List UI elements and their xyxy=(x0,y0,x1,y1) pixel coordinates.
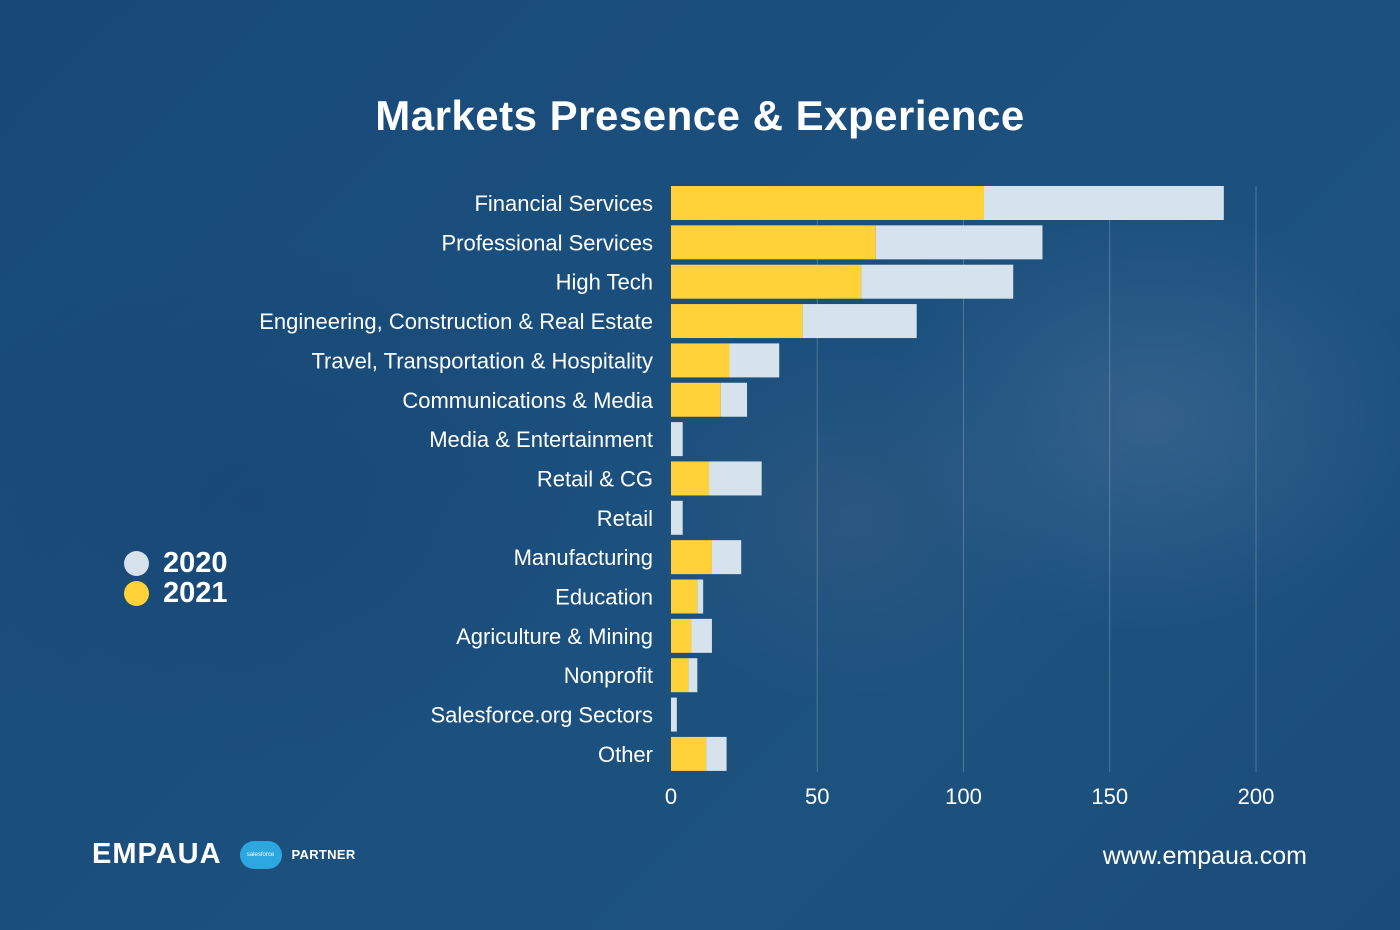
bar-manufacturing-2021 xyxy=(671,540,712,575)
category-label-media-entertainment: Media & Entertainment xyxy=(429,427,653,452)
bar-travel-transportation-hospitality-2021 xyxy=(671,343,730,378)
footer-logo: EMPAUA salesforce PARTNER xyxy=(92,838,356,871)
bar-financial-services-2021 xyxy=(671,186,984,220)
bar-other-2020 xyxy=(706,736,727,771)
bar-nonprofit-2021 xyxy=(671,658,689,693)
category-label-communications-media: Communications & Media xyxy=(402,388,653,413)
salesforce-cloud-icon: salesforce xyxy=(239,840,282,869)
category-label-high-tech: High Tech xyxy=(556,270,653,295)
category-label-education: Education xyxy=(555,585,653,610)
legend-dot-2021 xyxy=(124,580,149,606)
website-link[interactable]: www.empaua.com xyxy=(1102,842,1307,870)
legend-label-2021: 2021 xyxy=(163,576,228,609)
category-label-nonprofit: Nonprofit xyxy=(564,663,653,688)
legend-dot-2020 xyxy=(124,550,149,576)
x-tick-label-50: 50 xyxy=(805,784,829,809)
bar-education-2021 xyxy=(671,579,698,614)
legend: 2020 2021 xyxy=(124,546,228,609)
category-label-salesforce-org-sectors: Salesforce.org Sectors xyxy=(430,703,653,728)
category-label-retail-cg: Retail & CG xyxy=(537,466,653,491)
bar-retail-cg-2020 xyxy=(709,461,762,496)
category-label-retail: Retail xyxy=(597,506,653,531)
bar-education-2020 xyxy=(697,579,704,614)
category-label-agriculture-mining: Agriculture & Mining xyxy=(456,624,653,649)
category-label-travel-transportation-hospitality: Travel, Transportation & Hospitality xyxy=(311,348,653,373)
bar-agriculture-mining-2020 xyxy=(691,618,712,653)
x-tick-label-100: 100 xyxy=(945,784,982,809)
bar-agriculture-mining-2021 xyxy=(671,618,692,653)
x-tick-label-200: 200 xyxy=(1238,784,1275,809)
bar-salesforce-org-sectors-2020 xyxy=(671,697,677,732)
category-label-other: Other xyxy=(598,742,653,767)
category-label-professional-services: Professional Services xyxy=(441,230,653,255)
legend-label-2020: 2020 xyxy=(163,546,228,579)
category-label-manufacturing: Manufacturing xyxy=(514,545,653,570)
bar-media-entertainment-2020 xyxy=(671,422,683,457)
partner-label: PARTNER xyxy=(291,847,356,862)
category-label-engineering-construction-real-estate: Engineering, Construction & Real Estate xyxy=(259,309,653,334)
x-tick-label-0: 0 xyxy=(665,784,677,809)
bar-nonprofit-2020 xyxy=(688,658,698,693)
bar-other-2021 xyxy=(671,736,707,771)
bar-engineering-construction-real-estate-2020 xyxy=(802,304,917,339)
bar-high-tech-2021 xyxy=(671,264,862,299)
brand-logo: EMPAUA xyxy=(92,838,222,870)
bar-travel-transportation-hospitality-2020 xyxy=(729,343,780,378)
legend-item-2021: 2021 xyxy=(124,576,228,609)
chart-title: Markets Presence & Experience xyxy=(375,92,1025,139)
bar-engineering-construction-real-estate-2021 xyxy=(671,304,803,339)
bar-professional-services-2021 xyxy=(671,225,876,260)
bar-manufacturing-2020 xyxy=(711,540,742,575)
bar-professional-services-2020 xyxy=(875,225,1043,260)
bar-retail-cg-2021 xyxy=(671,461,710,496)
x-tick-label-150: 150 xyxy=(1091,784,1128,809)
bar-communications-media-2021 xyxy=(671,382,721,417)
bar-high-tech-2020 xyxy=(861,264,1014,299)
category-label-financial-services: Financial Services xyxy=(474,191,653,216)
bar-communications-media-2020 xyxy=(720,382,748,417)
legend-item-2020: 2020 xyxy=(124,546,228,579)
bar-financial-services-2020 xyxy=(983,186,1224,220)
bar-retail-2020 xyxy=(671,500,683,535)
